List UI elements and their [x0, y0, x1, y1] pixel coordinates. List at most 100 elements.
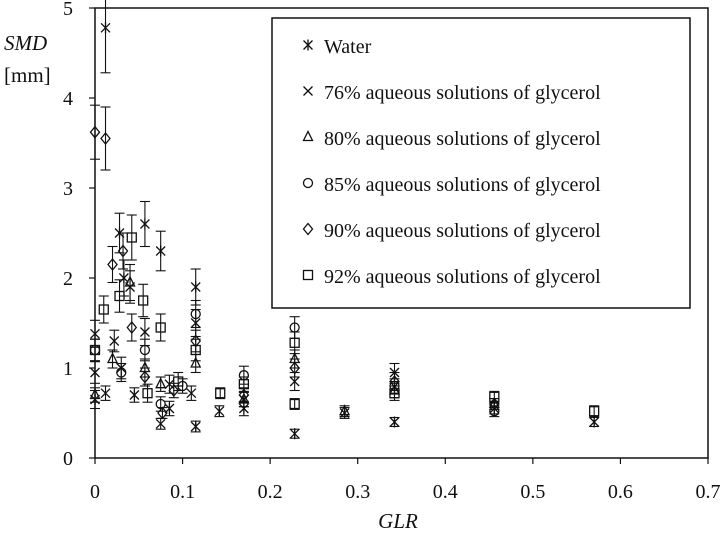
y-tick-label: 1 [63, 358, 73, 380]
data-point [488, 397, 500, 409]
error-bar [100, 0, 111, 74]
data-point [139, 327, 150, 337]
error-bar [98, 295, 109, 324]
y-tick-label: 2 [63, 268, 73, 290]
data-point [289, 361, 301, 375]
x-axis-title: GLR [378, 509, 418, 533]
data-point [114, 227, 125, 239]
legend: Water 76% aqueous solutions of glycerol 80… [271, 17, 691, 309]
data-point [389, 416, 400, 428]
x-tick-label: 0.7 [696, 481, 721, 503]
data-point [289, 322, 300, 333]
tick-layer: 0 0.1 0.2 0.3 0.4 0.5 0.6 0.7 0 1 2 3 4 5 [63, 0, 721, 503]
error-bar [126, 313, 137, 342]
data-point [126, 320, 138, 335]
plot-frame [94, 7, 709, 459]
y-tick-label: 3 [63, 178, 73, 200]
data-point [117, 244, 129, 258]
data-point [238, 403, 249, 414]
data-point [190, 334, 202, 348]
data-point [100, 388, 111, 399]
data-point [124, 275, 136, 287]
legend-marker [302, 269, 314, 281]
data-point [190, 356, 202, 368]
error-bar [126, 214, 137, 261]
data-point [238, 379, 250, 390]
legend-marker [303, 39, 313, 51]
data-point [289, 337, 300, 348]
legend-label: 90% aqueous solutions of glycerol [324, 220, 601, 242]
data-point [114, 290, 125, 302]
data-point [142, 388, 153, 399]
error-bar [215, 387, 226, 400]
x-tick-label: 0.1 [170, 481, 195, 503]
error-bar [289, 398, 300, 410]
data-point [190, 308, 201, 320]
data-point [100, 131, 111, 146]
data-point [339, 404, 351, 416]
legend-label: 76% aqueous solutions of glycerol [324, 82, 601, 104]
y-tick-label: 4 [63, 88, 73, 110]
data-point [107, 257, 118, 272]
data-point [155, 245, 166, 257]
data-point [186, 388, 197, 399]
data-point [289, 428, 300, 440]
data-point [589, 406, 600, 417]
data-point [489, 406, 500, 417]
y-tick-label: 0 [63, 448, 73, 470]
data-point [118, 272, 129, 284]
legend-label: 80% aqueous solutions of glycerol [324, 128, 601, 150]
error-bar [142, 383, 153, 403]
data-point [389, 374, 400, 389]
y-axis-unit: [mm] [4, 63, 51, 87]
data-point [129, 389, 140, 401]
x-tick-label: 0 [90, 481, 100, 503]
legend-box [271, 17, 691, 309]
data-point [100, 22, 111, 34]
data-point [389, 380, 400, 392]
data-point [155, 377, 167, 389]
data-point [98, 304, 109, 315]
legend-label: Water [324, 36, 372, 58]
y-tick-label: 5 [63, 0, 73, 20]
legend-marker [302, 130, 314, 142]
x-tick-label: 0.6 [608, 481, 633, 503]
data-point [157, 406, 168, 420]
data-point [238, 388, 250, 402]
x-tick-label: 0.2 [258, 481, 283, 503]
data-point [589, 416, 600, 428]
error-bar [157, 407, 168, 419]
error-bar [589, 405, 600, 418]
data-point [155, 322, 166, 333]
data-point [339, 407, 350, 419]
legend-items: Water 76% aqueous solutions of glycerol 80… [302, 36, 601, 288]
data-point [126, 232, 137, 243]
data-point [109, 336, 120, 346]
error-bar [100, 106, 111, 171]
error-bar [139, 338, 150, 362]
data-point [155, 398, 166, 410]
data-point [168, 383, 180, 398]
legend-label: 92% aqueous solutions of glycerol [324, 266, 601, 288]
data-point [488, 397, 500, 411]
data-point [389, 367, 400, 378]
data-point [389, 388, 400, 399]
data-point [190, 344, 201, 356]
x-tick-label: 0.4 [433, 481, 458, 503]
x-tick-label: 0.3 [345, 481, 370, 503]
data-point [139, 370, 151, 384]
data-point [139, 344, 151, 356]
data-point [190, 318, 201, 328]
error-bar [125, 263, 136, 302]
error-bar [116, 362, 127, 383]
data-point [215, 388, 226, 399]
error-bar [489, 390, 500, 403]
legend-marker [302, 177, 314, 189]
data-point [289, 398, 300, 410]
legend-marker [302, 222, 314, 236]
data-point [106, 352, 119, 364]
data-point [289, 376, 300, 387]
x-tick-label: 0.5 [520, 481, 545, 503]
data-point [173, 376, 184, 387]
